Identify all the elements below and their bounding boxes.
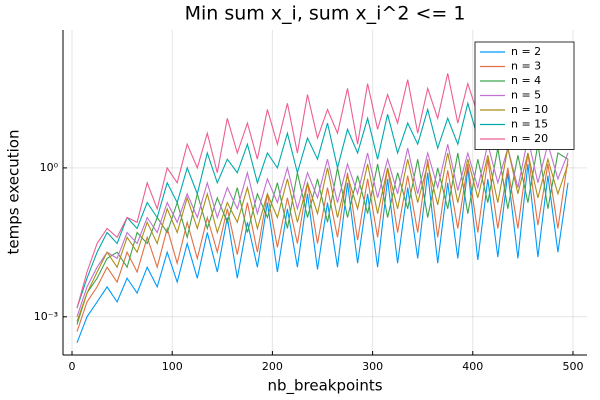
series-line (76, 147, 569, 322)
legend-label: n = 10 (511, 103, 548, 116)
x-axis-label: nb_breakpoints (267, 377, 382, 396)
legend-label: n = 2 (511, 45, 541, 58)
series-line (76, 137, 569, 317)
x-tick-label: 0 (69, 360, 76, 373)
x-tick-label: 300 (362, 360, 383, 373)
chart-title: Min sum x_i, sum x_i^2 <= 1 (185, 3, 466, 25)
x-tick-label: 400 (462, 360, 483, 373)
x-tick-label: 500 (562, 360, 583, 373)
y-axis-label: temps execution (5, 130, 23, 255)
series-line (76, 163, 569, 343)
legend-label: n = 5 (511, 89, 541, 102)
legend: n = 2 n = 3n = 4 n = 5n = 10 n = 15n = 20 (474, 41, 575, 150)
series-line (76, 152, 569, 332)
legend-label: n = 20 (511, 132, 548, 145)
series-line (76, 144, 569, 325)
legend-label: n = 15 (511, 118, 548, 131)
x-tick-label: 100 (162, 360, 183, 373)
legend-label: n = 3 (511, 60, 541, 73)
y-tick-label: 10⁰ (40, 161, 59, 174)
legend-label: n = 4 (511, 74, 541, 87)
y-tick-label: 10⁻³ (34, 310, 58, 323)
x-tick-label: 200 (262, 360, 283, 373)
